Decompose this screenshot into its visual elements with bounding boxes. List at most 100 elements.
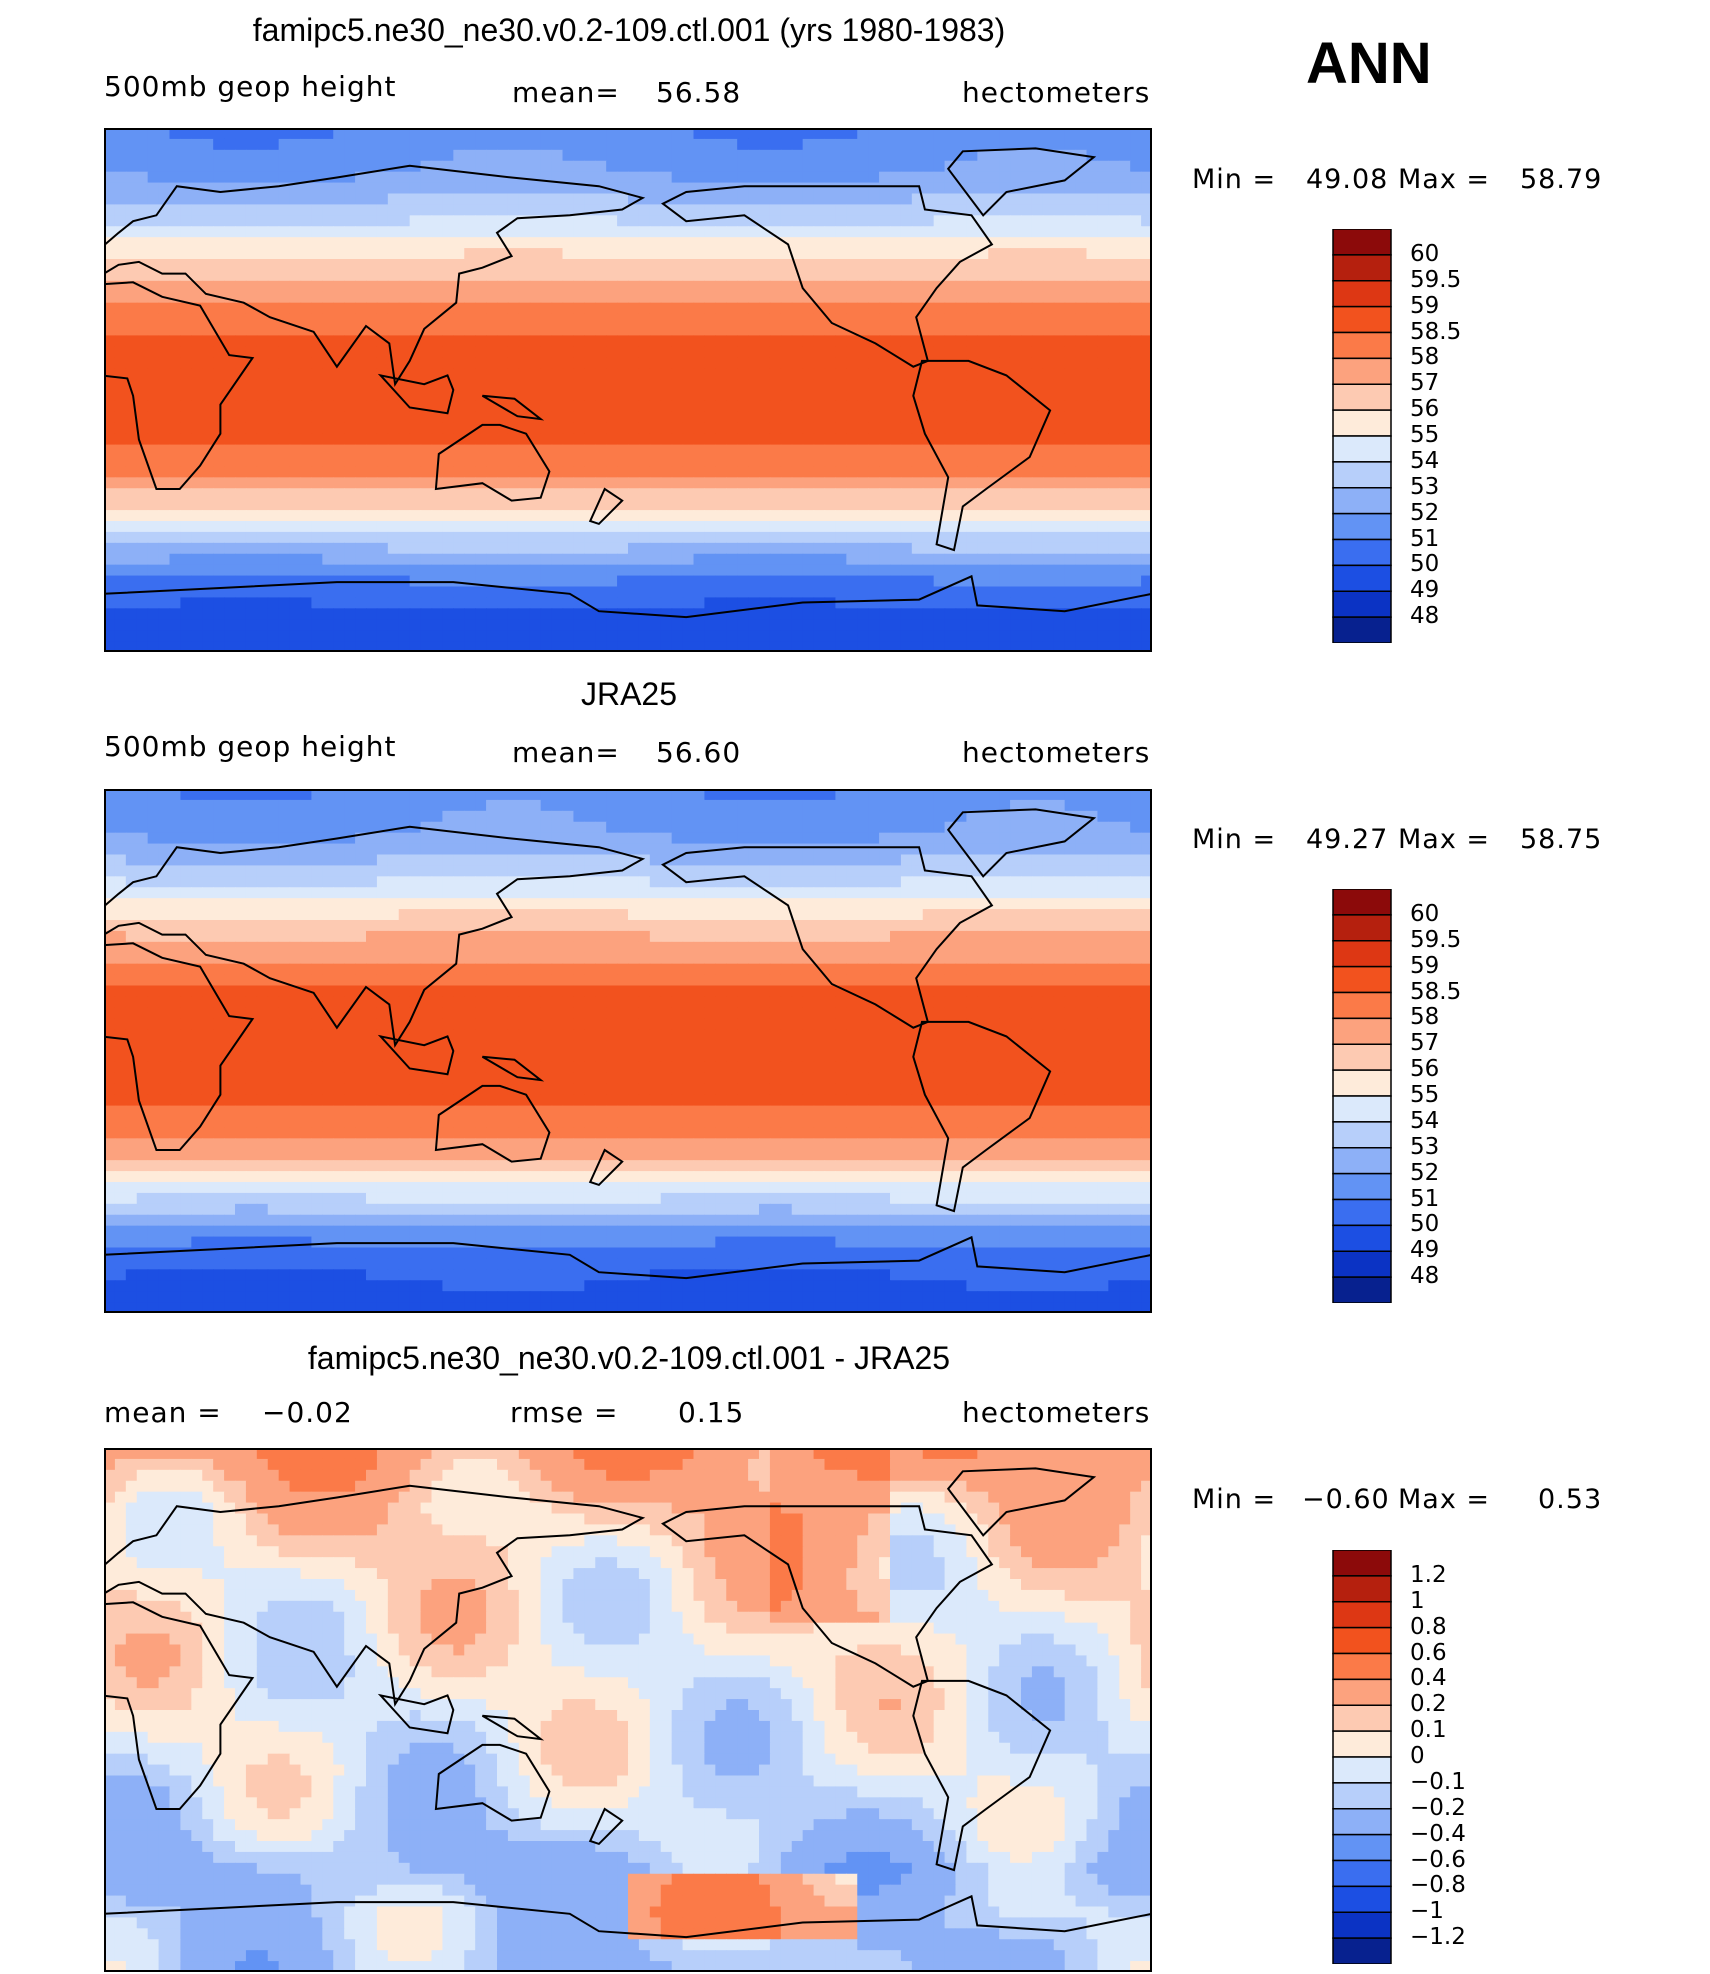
map-cell — [191, 433, 203, 446]
map-cell — [606, 379, 618, 391]
map-cell — [475, 269, 487, 282]
map-cell — [376, 138, 389, 151]
map-cell — [900, 531, 913, 544]
map-cell — [376, 542, 389, 555]
map-cell — [933, 226, 946, 238]
map-cell — [333, 128, 345, 140]
map-cell — [1031, 149, 1044, 162]
map-cell — [1053, 641, 1066, 652]
map-cell — [737, 411, 749, 424]
map-cell — [660, 291, 673, 304]
map-cell — [147, 204, 160, 216]
map-cell — [235, 575, 247, 588]
map-cell — [1031, 799, 1044, 812]
map-cell — [562, 368, 575, 380]
map-cell — [235, 641, 247, 652]
map-cell — [387, 335, 400, 347]
map-cell — [442, 531, 454, 544]
map-cell — [202, 248, 214, 260]
map-cell — [824, 575, 837, 588]
map-cell — [1097, 346, 1109, 358]
map-cell — [813, 160, 826, 173]
map-cell — [562, 259, 575, 271]
map-cell — [791, 259, 804, 271]
map-cell — [780, 488, 793, 500]
map-cell — [846, 248, 858, 260]
map-cell — [933, 291, 946, 304]
map-cell — [136, 182, 149, 195]
map-cell — [398, 138, 411, 151]
map-cell — [977, 510, 989, 522]
map-cell — [900, 226, 913, 238]
map-cell — [136, 379, 149, 391]
map-cell — [606, 324, 618, 337]
map-cell — [1141, 193, 1152, 206]
map-cell — [966, 630, 978, 642]
map-cell — [1097, 630, 1109, 642]
map-cell — [158, 346, 171, 358]
map-cell — [289, 138, 302, 151]
map-cell — [1130, 521, 1142, 533]
map-cell — [638, 182, 651, 195]
map-cell — [1086, 324, 1099, 337]
map-cell — [1086, 466, 1099, 478]
map-cell — [1130, 422, 1142, 435]
map-cell — [289, 324, 302, 337]
map-cell — [333, 390, 345, 402]
map-cell — [311, 335, 323, 347]
map-cell — [933, 510, 946, 522]
map-cell — [900, 575, 913, 588]
map-cell — [628, 641, 640, 652]
map-cell — [409, 313, 422, 326]
map-cell — [125, 411, 138, 424]
map-cell — [136, 553, 149, 566]
map-cell — [1064, 466, 1077, 478]
map-cell — [540, 280, 553, 293]
map-cell — [791, 411, 804, 424]
map-cell — [584, 280, 596, 293]
map-cell — [1064, 182, 1077, 195]
map-cell — [693, 335, 706, 347]
map-cell — [715, 269, 727, 282]
map-cell — [224, 531, 236, 544]
map-cell — [988, 630, 1000, 642]
map-cell — [1141, 160, 1152, 173]
map-cell — [202, 335, 214, 347]
map-cell — [726, 630, 738, 642]
colorbar-tick-label: 52 — [1410, 499, 1440, 526]
map-cell — [988, 597, 1000, 609]
map-cell — [366, 422, 378, 435]
map-cell — [464, 466, 476, 478]
map-cell — [1108, 433, 1120, 446]
map-cell — [759, 521, 771, 533]
map-cell — [791, 542, 804, 555]
map-cell — [1042, 499, 1055, 511]
map-cell — [671, 619, 684, 631]
map-cell — [180, 302, 192, 315]
map-cell — [267, 608, 280, 620]
map-cell — [507, 346, 520, 358]
map-cell — [409, 810, 422, 823]
map-cell — [300, 335, 313, 347]
map-cell — [1130, 510, 1142, 522]
map-cell — [737, 291, 749, 304]
map-cell — [551, 641, 564, 652]
map-cell — [267, 821, 280, 834]
map-cell — [213, 608, 225, 620]
map-cell — [638, 564, 651, 577]
colorbar-tick-label: 60 — [1410, 240, 1440, 267]
map-cell — [169, 821, 182, 834]
map-cell — [857, 542, 869, 555]
map-cell — [988, 488, 1000, 500]
map-cell — [486, 204, 498, 216]
map-cell — [1141, 455, 1152, 468]
map-cell — [704, 346, 716, 358]
map-cell — [344, 215, 356, 227]
map-cell — [158, 821, 171, 834]
map-cell — [278, 248, 291, 260]
map-cell — [442, 810, 454, 823]
map-cell — [453, 444, 465, 457]
map-cell — [191, 575, 203, 588]
map-cell — [562, 237, 575, 249]
map-cell — [355, 810, 367, 823]
